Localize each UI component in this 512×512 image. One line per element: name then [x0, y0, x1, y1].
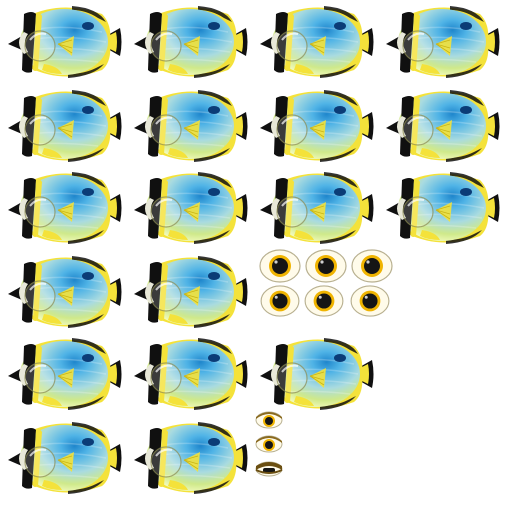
butterflyfish-icon [380, 2, 504, 82]
butterflyfish-icon [2, 86, 126, 166]
swim-frame-6 [128, 86, 252, 166]
swim-frame-4 [380, 2, 504, 82]
butterflyfish-icon [380, 168, 504, 248]
butterflyfish-icon [128, 86, 252, 166]
eye-frame-1 [258, 248, 302, 284]
swim-frame-7 [254, 86, 378, 166]
butterflyfish-icon [254, 168, 378, 248]
eye-open-icon [304, 248, 348, 284]
eye-blink-frame-1 [254, 410, 284, 430]
eye-blink-frame-3 [254, 458, 284, 478]
butterflyfish-icon [128, 2, 252, 82]
eye-closed-icon [254, 458, 284, 478]
swim-frame-17 [254, 334, 378, 414]
eye-open-icon [302, 284, 346, 318]
swim-frame-8 [380, 86, 504, 166]
swim-frame-3 [254, 2, 378, 82]
butterflyfish-icon [254, 86, 378, 166]
eye-frame-2 [304, 248, 348, 284]
swim-frame-14 [128, 252, 252, 332]
eye-half-closed-icon [254, 410, 284, 430]
swim-frame-11 [254, 168, 378, 248]
eye-frame-3 [350, 248, 394, 284]
swim-frame-5 [2, 86, 126, 166]
butterflyfish-icon [2, 2, 126, 82]
swim-frame-18 [2, 418, 126, 498]
eye-frame-5 [302, 284, 346, 318]
swim-frame-10 [128, 168, 252, 248]
butterflyfish-icon [254, 2, 378, 82]
eye-frame-6 [348, 284, 392, 318]
eye-open-icon [350, 248, 394, 284]
swim-frame-19 [128, 418, 252, 498]
swim-frame-9 [2, 168, 126, 248]
butterflyfish-icon [2, 168, 126, 248]
eye-open-icon [348, 284, 392, 318]
eye-blink-frame-2 [254, 434, 284, 454]
swim-frame-13 [2, 252, 126, 332]
eye-frame-4 [258, 284, 302, 318]
eye-half-closed-icon [254, 434, 284, 454]
butterflyfish-icon [254, 334, 378, 414]
eye-open-icon [258, 248, 302, 284]
eye-open-icon [258, 284, 302, 318]
butterflyfish-icon [2, 252, 126, 332]
swim-frame-2 [128, 2, 252, 82]
swim-frame-15 [2, 334, 126, 414]
swim-frame-12 [380, 168, 504, 248]
butterflyfish-icon [128, 334, 252, 414]
butterflyfish-icon [128, 168, 252, 248]
swim-frame-1 [2, 2, 126, 82]
butterflyfish-icon [128, 252, 252, 332]
butterflyfish-icon [128, 418, 252, 498]
swim-frame-16 [128, 334, 252, 414]
butterflyfish-icon [2, 334, 126, 414]
butterflyfish-icon [380, 86, 504, 166]
butterflyfish-icon [2, 418, 126, 498]
